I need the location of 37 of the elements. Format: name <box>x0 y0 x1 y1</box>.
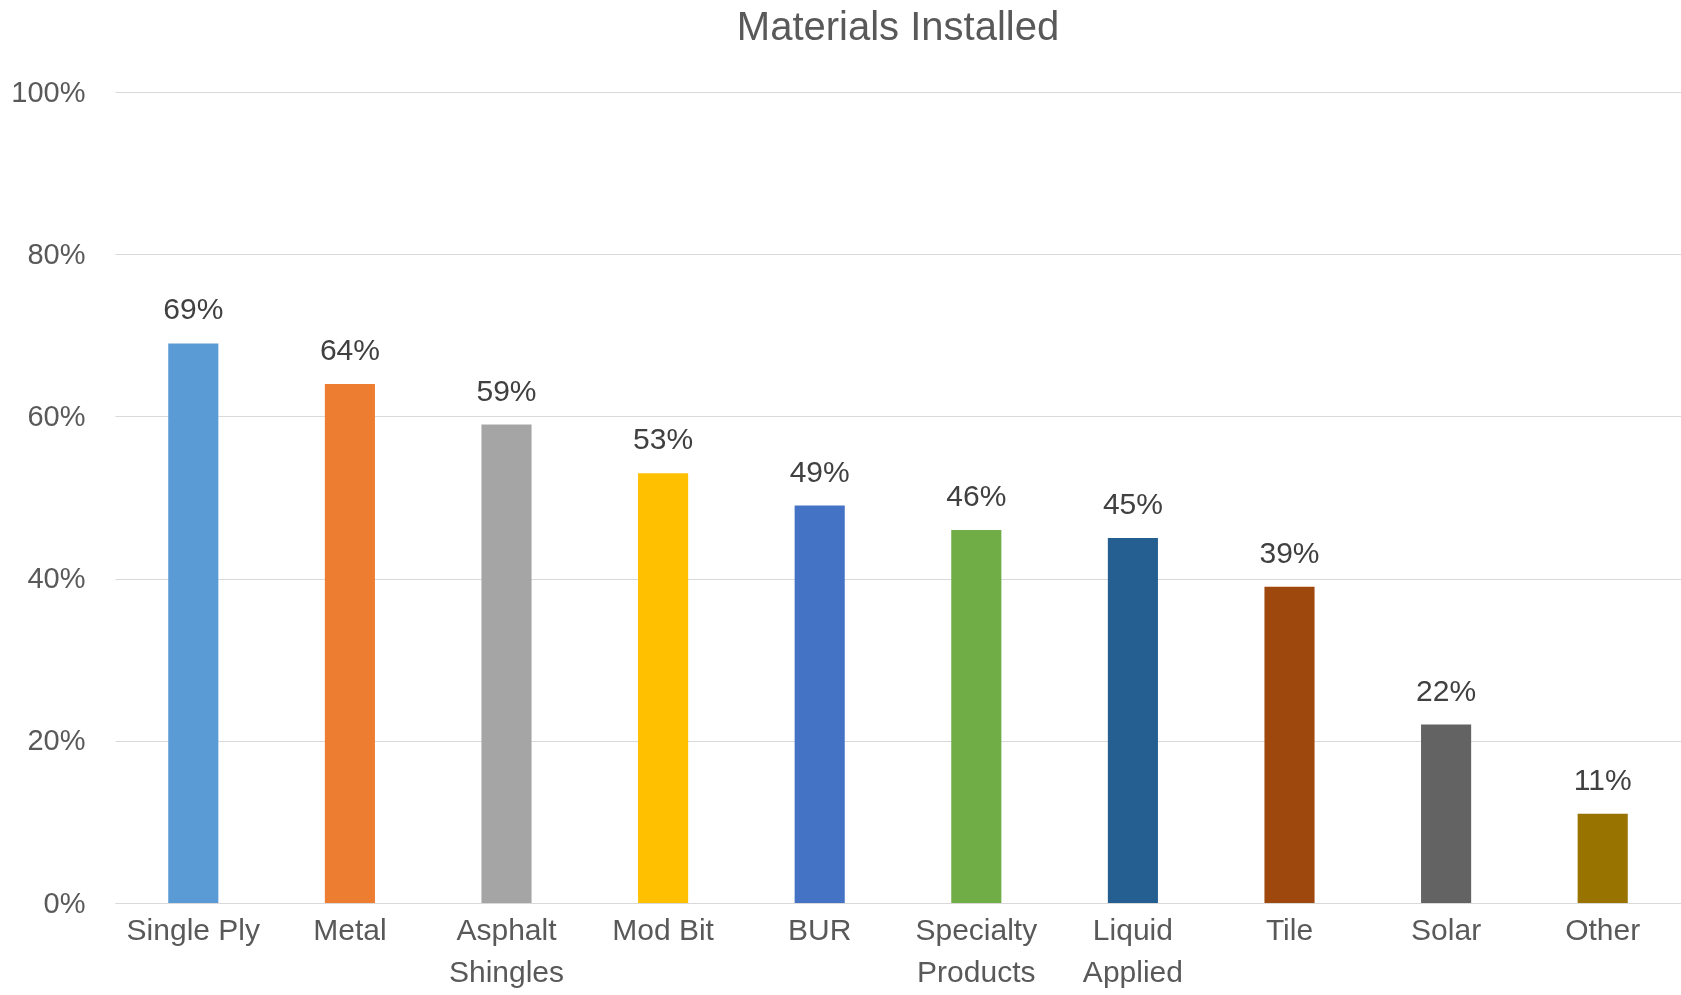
x-tick-label: Other <box>1565 912 1641 946</box>
chart-title: Materials Installed <box>736 4 1060 48</box>
data-label: 64% <box>319 332 380 366</box>
data-label: 11% <box>1573 762 1632 796</box>
x-tick-label: Tile <box>1265 912 1314 946</box>
y-tick-label: 60% <box>27 399 86 432</box>
bar <box>1107 538 1158 903</box>
data-label: 39% <box>1259 535 1320 569</box>
y-tick-label: 0% <box>43 886 86 919</box>
x-tick-label: Metal <box>313 912 387 946</box>
bar <box>1264 586 1315 903</box>
x-tick-label: Mod Bit <box>612 912 715 946</box>
bar <box>1577 813 1628 903</box>
data-label: 22% <box>1416 673 1477 707</box>
data-label: 69% <box>163 292 224 326</box>
data-label: 53% <box>633 422 694 456</box>
y-tick-label: 20% <box>27 724 86 757</box>
y-tick-label: 40% <box>27 562 86 595</box>
bar <box>1421 724 1472 903</box>
bar <box>481 424 532 903</box>
x-tick-label: BUR <box>788 912 852 946</box>
y-tick-label: 100% <box>11 75 86 108</box>
bar <box>168 343 219 903</box>
bar <box>951 529 1002 903</box>
data-label: 45% <box>1102 487 1163 521</box>
x-tick-label: Asphalt Shingles <box>448 912 565 988</box>
x-tick-label: Liquid Applied <box>1082 912 1183 988</box>
data-label: 49% <box>789 454 850 488</box>
bar <box>638 473 689 903</box>
bar <box>324 383 375 903</box>
data-label: 59% <box>476 373 537 407</box>
x-tick-label: Solar <box>1411 912 1482 946</box>
x-tick-label: Single Ply <box>126 912 260 946</box>
y-tick-label: 80% <box>27 237 86 270</box>
x-tick-label: Specialty Products <box>915 912 1038 988</box>
data-label: 46% <box>946 478 1007 512</box>
bar <box>794 505 845 903</box>
